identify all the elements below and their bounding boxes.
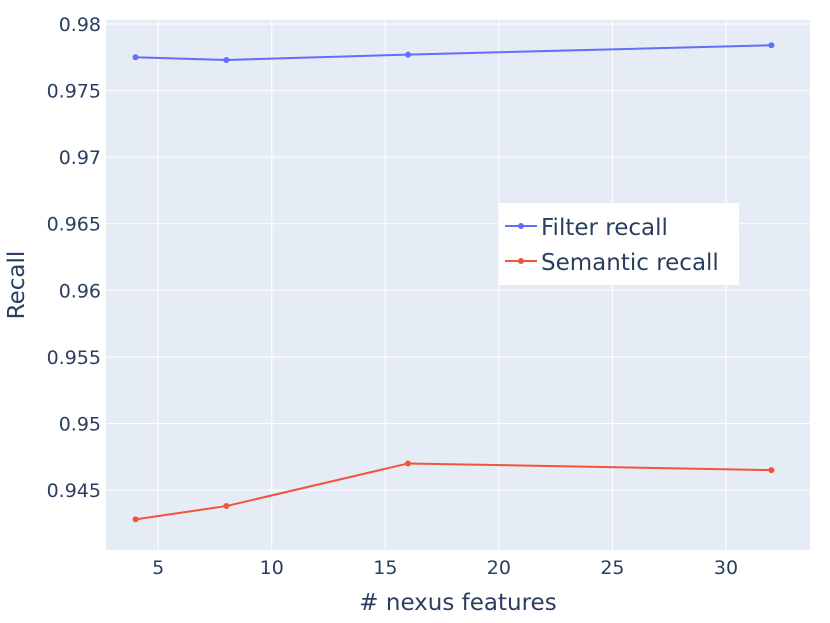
filter-recall-point [768, 42, 775, 49]
y-tick-label: 0.97 [59, 147, 101, 169]
filter-recall-point [132, 54, 139, 61]
y-tick-label: 0.975 [47, 81, 101, 103]
semantic-recall-line [135, 462, 772, 521]
semantic-recall-point [405, 460, 412, 467]
legend-filter-recall-marker [518, 223, 524, 229]
semantic-recall-point [223, 503, 230, 510]
y-tick-label: 0.965 [47, 214, 101, 236]
y-tick-labels: 0.945 0.95 0.955 0.96 0.965 0.97 0.975 0.98 [47, 14, 101, 502]
x-tick-label: 20 [487, 557, 511, 579]
legend-filter-recall-label: Filter recall [541, 215, 668, 241]
legend-semantic-recall-marker [518, 258, 524, 264]
x-tick-label: 10 [260, 557, 284, 579]
x-tick-label: 5 [152, 557, 164, 579]
legend: Filter recall Semantic recall [499, 203, 739, 285]
y-tick-label: 0.945 [47, 480, 101, 502]
x-tick-label: 15 [373, 557, 397, 579]
filter-recall-line [135, 44, 772, 61]
legend-box [499, 203, 739, 285]
y-axis-title: Recall [4, 251, 30, 320]
x-tick-label: 30 [714, 557, 738, 579]
semantic-recall-point [132, 516, 139, 523]
y-tick-label: 0.955 [47, 347, 101, 369]
series-layer [132, 42, 775, 523]
x-axis-title: # nexus features [359, 590, 556, 616]
x-tick-label: 25 [600, 557, 624, 579]
y-tick-label: 0.95 [59, 413, 101, 435]
filter-recall-point [223, 56, 230, 63]
y-tick-label: 0.96 [59, 280, 101, 302]
x-tick-labels: 5 10 15 20 25 30 [152, 557, 738, 579]
legend-semantic-recall-label: Semantic recall [541, 250, 719, 276]
filter-recall-point [405, 51, 412, 58]
y-tick-label: 0.98 [59, 14, 101, 36]
semantic-recall-point [768, 467, 775, 474]
